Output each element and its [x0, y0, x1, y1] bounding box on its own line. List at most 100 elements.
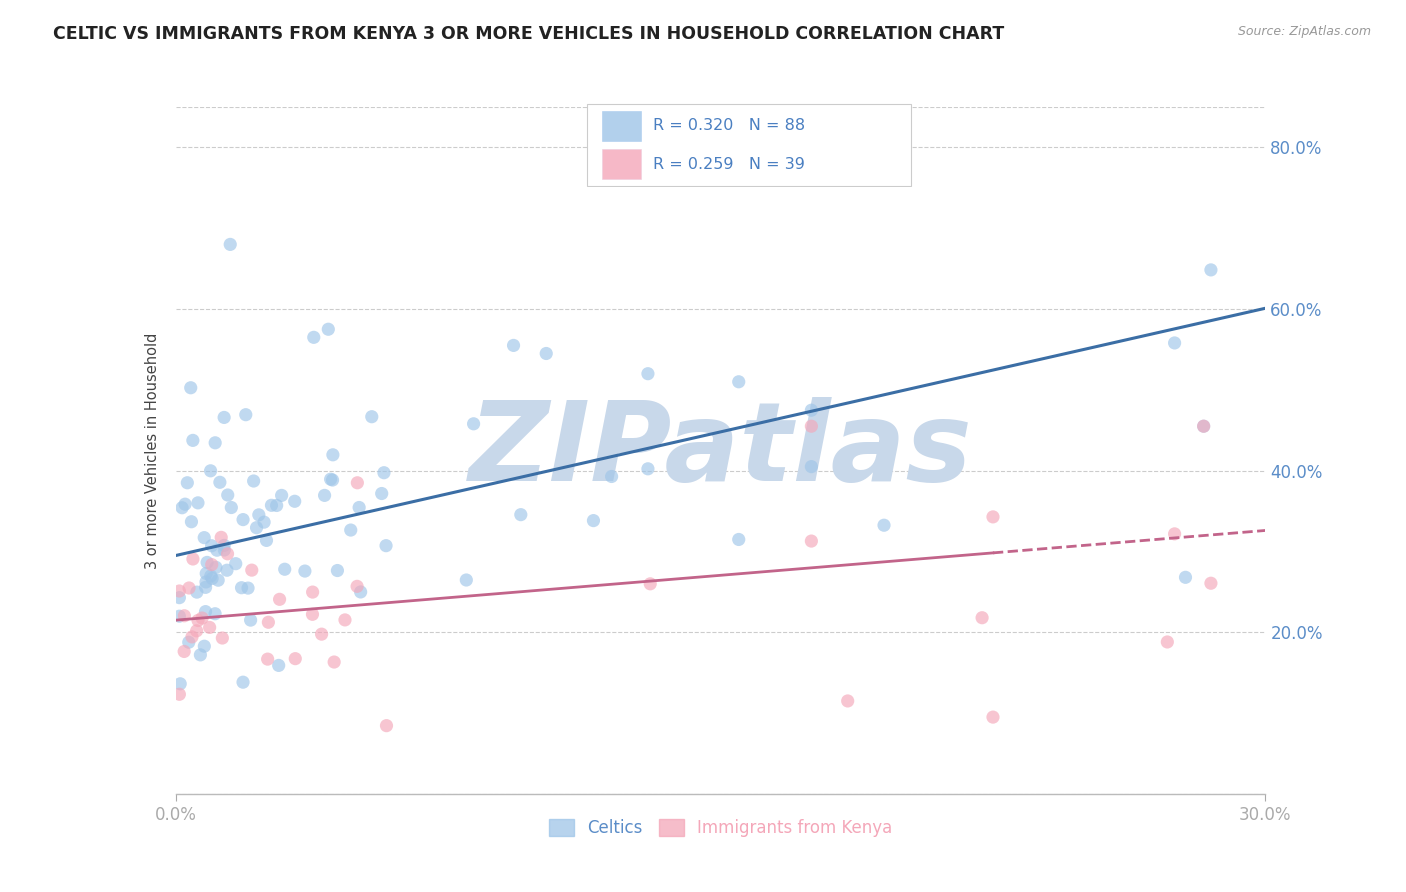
Point: [318, 322, 340, 336]
Point: [176, 475, 198, 490]
Point: [186, 624, 208, 638]
Point: [727, 533, 749, 547]
Point: [221, 500, 243, 515]
Point: [219, 237, 242, 252]
Point: [257, 615, 280, 630]
FancyBboxPatch shape: [602, 149, 641, 178]
Point: [269, 592, 291, 607]
Point: [582, 514, 605, 528]
Point: [373, 466, 395, 480]
Point: [193, 531, 215, 545]
Point: [242, 474, 264, 488]
Text: R = 0.259   N = 39: R = 0.259 N = 39: [652, 156, 804, 171]
Point: [350, 585, 373, 599]
Point: [232, 513, 254, 527]
Point: [800, 459, 823, 474]
Point: [169, 677, 191, 691]
Point: [346, 579, 368, 593]
Point: [169, 609, 191, 624]
Point: [873, 518, 896, 533]
Point: [217, 488, 239, 502]
Text: Source: ZipAtlas.com: Source: ZipAtlas.com: [1237, 25, 1371, 38]
Point: [194, 605, 217, 619]
Point: [1192, 419, 1215, 434]
Point: [193, 639, 215, 653]
Point: [198, 620, 221, 634]
Point: [195, 556, 218, 570]
Point: [195, 566, 218, 581]
Point: [180, 515, 202, 529]
Point: [1174, 570, 1197, 584]
Legend: Celtics, Immigrants from Kenya: Celtics, Immigrants from Kenya: [541, 813, 900, 844]
Point: [172, 500, 194, 515]
Text: CELTIC VS IMMIGRANTS FROM KENYA 3 OR MORE VEHICLES IN HOUSEHOLD CORRELATION CHAR: CELTIC VS IMMIGRANTS FROM KENYA 3 OR MOR…: [53, 25, 1005, 43]
Point: [201, 539, 224, 553]
Point: [205, 560, 228, 574]
Text: R = 0.320   N = 88: R = 0.320 N = 88: [652, 119, 806, 134]
Point: [212, 538, 235, 552]
Point: [204, 607, 226, 621]
Point: [186, 585, 208, 599]
Y-axis label: 3 or more Vehicles in Household: 3 or more Vehicles in Household: [145, 333, 160, 568]
Point: [972, 611, 994, 625]
Point: [375, 719, 398, 733]
Point: [456, 573, 478, 587]
Point: [181, 552, 204, 566]
Point: [187, 614, 209, 628]
Point: [370, 486, 392, 500]
Point: [637, 367, 659, 381]
Point: [800, 419, 823, 434]
Point: [637, 462, 659, 476]
Point: [201, 572, 224, 586]
Point: [502, 338, 524, 352]
Point: [319, 472, 342, 486]
Point: [205, 543, 228, 558]
Point: [727, 375, 749, 389]
Point: [204, 435, 226, 450]
Point: [1156, 635, 1178, 649]
Point: [256, 652, 278, 666]
Point: [347, 500, 370, 515]
Point: [301, 607, 323, 622]
Point: [302, 330, 325, 344]
Point: [194, 580, 217, 594]
Point: [360, 409, 382, 424]
Point: [239, 613, 262, 627]
Point: [253, 515, 276, 529]
Point: [235, 408, 257, 422]
Point: [509, 508, 531, 522]
Point: [284, 651, 307, 665]
Point: [200, 569, 222, 583]
Point: [1199, 576, 1222, 591]
Point: [322, 473, 344, 487]
Point: [247, 508, 270, 522]
Point: [294, 564, 316, 578]
Point: [463, 417, 485, 431]
Point: [534, 346, 557, 360]
Point: [638, 576, 661, 591]
Point: [245, 521, 267, 535]
Point: [314, 488, 336, 502]
Point: [180, 381, 202, 395]
Point: [256, 533, 278, 548]
Point: [236, 581, 259, 595]
Point: [600, 469, 623, 483]
Point: [212, 410, 235, 425]
Point: [215, 563, 238, 577]
Point: [333, 613, 356, 627]
Point: [169, 687, 191, 701]
Point: [225, 557, 247, 571]
Point: [981, 509, 1004, 524]
Point: [981, 710, 1004, 724]
Point: [1192, 419, 1215, 434]
Point: [301, 585, 323, 599]
Point: [169, 584, 191, 599]
Point: [232, 675, 254, 690]
Point: [174, 497, 197, 511]
Point: [837, 694, 859, 708]
Point: [270, 488, 292, 502]
Point: [191, 611, 214, 625]
Point: [274, 562, 297, 576]
Point: [231, 581, 253, 595]
Point: [201, 558, 224, 572]
